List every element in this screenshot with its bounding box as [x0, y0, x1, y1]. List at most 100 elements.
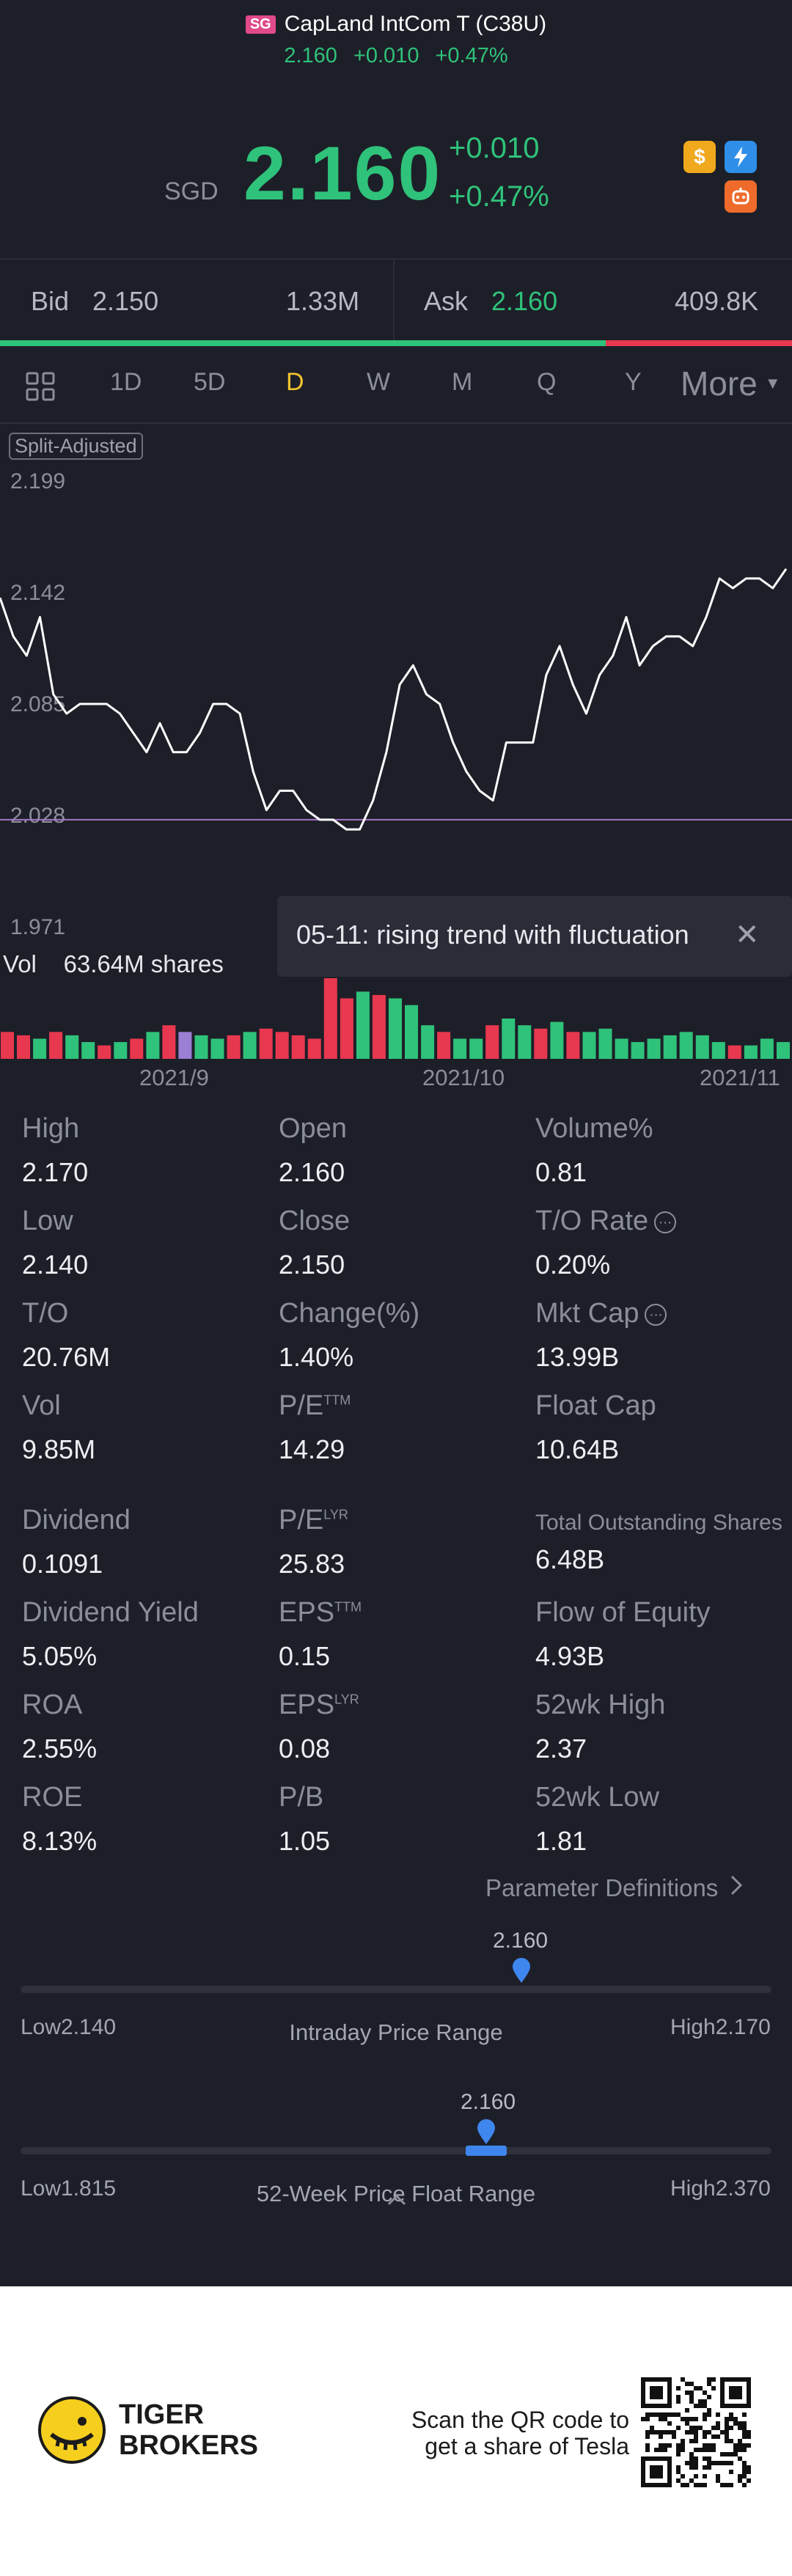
bid-ask-divider: [393, 260, 395, 342]
stat-value: 13.99B: [535, 1342, 620, 1372]
volume-bar: [98, 1045, 111, 1059]
stat-value: 0.20%: [535, 1250, 611, 1280]
intraday-low: Low2.140: [21, 2015, 117, 2039]
stat-label: 52wk High: [535, 1689, 666, 1720]
brand-line-1: TIGER: [119, 2399, 205, 2430]
tab-5d[interactable]: 5D: [194, 368, 226, 396]
volume-bar: [146, 1032, 160, 1059]
stat-value: 0.1091: [22, 1549, 103, 1579]
brand-line-2: BROKERS: [119, 2430, 259, 2461]
stat-value: 6.48B: [535, 1544, 605, 1574]
close-icon[interactable]: ✕: [735, 919, 760, 951]
stat-value: 2.37: [535, 1733, 587, 1764]
robot-icon[interactable]: [725, 180, 757, 213]
stat-value: 2.170: [22, 1157, 89, 1187]
price-line-chart[interactable]: [0, 469, 792, 939]
volume-bar: [453, 1038, 467, 1059]
currency-label: SGD: [164, 177, 219, 205]
info-icon[interactable]: ⋯: [645, 1303, 667, 1326]
layout-grid-icon[interactable]: [25, 371, 56, 406]
stat-label: Low: [22, 1206, 73, 1236]
y-axis-label: 2.199: [10, 469, 66, 493]
stat-value: 8.13%: [22, 1826, 98, 1856]
stat-label: EPS: [279, 1597, 335, 1628]
stat-value: 1.81: [535, 1826, 587, 1856]
stat-label: P/E: [279, 1505, 324, 1535]
stat-label: Open: [279, 1113, 347, 1144]
stat-label: Volume%: [535, 1113, 653, 1144]
tab-d[interactable]: D: [286, 368, 304, 396]
intraday-current: 2.160: [493, 1929, 549, 1953]
stat-label-sup: P/ELYR: [279, 1505, 348, 1536]
volume-bar: [647, 1038, 661, 1059]
stat-label-sup-text: TTM: [334, 1599, 362, 1615]
volume-bar: [566, 1032, 580, 1059]
tab-q[interactable]: Q: [537, 368, 557, 396]
volume-bar: [727, 1045, 741, 1059]
stat-label: 52wk Low: [535, 1782, 659, 1813]
header-change-pct: +0.47%: [435, 44, 508, 67]
tiger-logo-icon: [38, 2396, 106, 2464]
stat-label: Change(%): [279, 1298, 420, 1329]
stat-label-sup-text: TTM: [323, 1392, 351, 1408]
volume-bar: [33, 1038, 47, 1059]
volume-bar: [340, 998, 353, 1059]
stat-value: 0.81: [535, 1157, 587, 1187]
tab-1d[interactable]: 1D: [110, 368, 142, 396]
price-change: +0.010: [449, 132, 540, 164]
volume-bar: [389, 998, 402, 1059]
dollar-icon[interactable]: $: [683, 141, 716, 173]
volume-bar: [760, 1038, 774, 1059]
stock-title[interactable]: CapLand IntCom T (C38U): [284, 12, 547, 36]
tab-y[interactable]: Y: [625, 368, 642, 396]
price-change-pct: +0.47%: [449, 180, 549, 213]
volume-bar: [227, 1035, 241, 1059]
volume-bar: [307, 1038, 321, 1059]
stat-label-sup: P/ETTM: [279, 1390, 351, 1422]
tab-m[interactable]: M: [452, 368, 473, 396]
volume-bar: [405, 1005, 418, 1059]
tab-more[interactable]: More ▼: [681, 364, 781, 403]
volume-label: Vol 63.64M shares: [3, 950, 224, 978]
y-axis-label: 1.971: [10, 915, 66, 939]
stat-label: Vol: [22, 1390, 61, 1421]
qr-code-icon[interactable]: [641, 2377, 751, 2487]
bid-ratio-bar: [0, 340, 606, 346]
stat-value: 2.140: [22, 1250, 89, 1280]
week52-title: 52-Week Price Float Range: [256, 2181, 536, 2206]
volume-bar: [679, 1032, 693, 1059]
volume-bar: [65, 1035, 79, 1059]
scan-qr-text: Scan the QR code to get a share of Tesla: [411, 2407, 629, 2459]
stat-label-with-info: Mkt Cap ⋯: [535, 1298, 667, 1329]
stat-label-sup: EPSLYR: [279, 1689, 359, 1721]
current-price: 2.160: [243, 131, 442, 216]
header-price: 2.160: [284, 44, 337, 67]
bid-ask-bar[interactable]: Bid 2.150 1.33M Ask 2.160 409.8K: [0, 258, 792, 342]
stat-value: 14.29: [279, 1434, 345, 1464]
x-axis-label: 2021/9: [139, 1065, 209, 1090]
volume-bar: [777, 1042, 790, 1059]
y-axis-label: 2.142: [10, 581, 66, 605]
volume-bar: [17, 1035, 30, 1059]
split-adjusted-label[interactable]: Split-Adjusted: [9, 433, 143, 460]
stat-label: T/O: [22, 1298, 69, 1329]
info-icon[interactable]: ⋯: [654, 1211, 677, 1233]
header-change: +0.010: [353, 44, 419, 67]
stat-label-sup-text: LYR: [323, 1507, 348, 1522]
stat-label: T/O Rate: [535, 1206, 649, 1236]
stat-value: 0.15: [279, 1641, 331, 1671]
chevron-right-icon: [730, 1874, 743, 1902]
bid-size: 1.33M: [286, 286, 360, 316]
ask-label: Ask: [424, 286, 469, 316]
stat-value: 4.93B: [535, 1641, 605, 1671]
volume-label-text: Vol: [3, 950, 37, 977]
volume-bar: [518, 1025, 532, 1059]
tab-w[interactable]: W: [367, 368, 391, 396]
flash-icon[interactable]: [725, 141, 757, 173]
stat-value: 5.05%: [22, 1641, 98, 1671]
volume-bar: [243, 1032, 257, 1059]
volume-bar-chart[interactable]: [0, 975, 792, 1060]
parameter-definitions-link[interactable]: Parameter Definitions: [485, 1874, 743, 1902]
stat-label: Float Cap: [535, 1390, 656, 1421]
collapse-chevron-icon[interactable]: [386, 2185, 408, 2214]
